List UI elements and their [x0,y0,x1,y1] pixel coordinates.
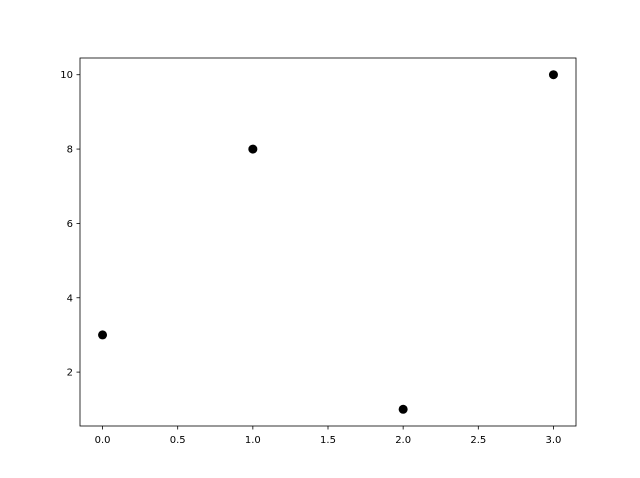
x-tick-label: 3.0 [546,435,562,446]
y-tick-label: 4 [67,293,73,304]
data-points [98,70,558,414]
x-tick-label: 2.0 [395,435,411,446]
x-tick-label: 0.5 [170,435,186,446]
x-tick-label: 1.0 [245,435,261,446]
y-tick-label: 2 [67,368,73,379]
data-point [98,330,108,340]
x-tick-label: 1.5 [320,435,336,446]
data-point [548,70,558,80]
x-axis: 0.0 0.5 1.0 1.5 2.0 2.5 3.0 [95,426,562,446]
y-axis: 2 4 6 8 10 [60,70,80,379]
y-tick-label: 10 [60,70,73,81]
x-tick-label: 2.5 [470,435,486,446]
y-tick-label: 8 [67,145,73,156]
plot-area [79,57,577,427]
data-point [398,404,408,414]
x-tick-label: 0.0 [95,435,111,446]
data-point [248,144,258,154]
y-tick-label: 6 [67,219,73,230]
